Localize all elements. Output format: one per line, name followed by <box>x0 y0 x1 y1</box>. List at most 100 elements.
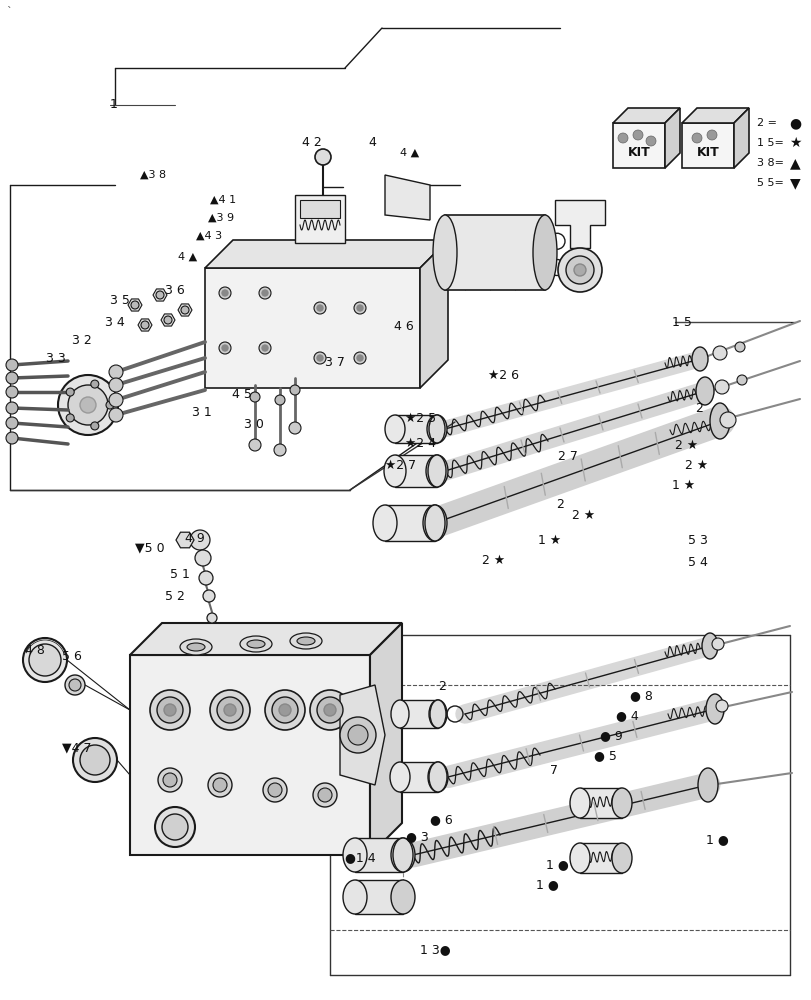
Ellipse shape <box>342 838 367 872</box>
Text: 4 ▲: 4 ▲ <box>178 252 197 262</box>
Text: 3 4: 3 4 <box>105 316 125 328</box>
Ellipse shape <box>432 215 457 290</box>
Text: 2 ★: 2 ★ <box>674 438 697 452</box>
Polygon shape <box>733 108 748 168</box>
Bar <box>579 843 621 873</box>
Text: 1 3●: 1 3● <box>419 944 450 956</box>
Circle shape <box>212 778 227 792</box>
Polygon shape <box>384 175 430 220</box>
Ellipse shape <box>240 636 272 652</box>
Circle shape <box>263 778 286 802</box>
Circle shape <box>264 690 305 730</box>
Circle shape <box>715 700 727 712</box>
Ellipse shape <box>426 455 448 487</box>
Ellipse shape <box>423 505 446 541</box>
Circle shape <box>73 738 117 782</box>
Ellipse shape <box>427 455 445 487</box>
Ellipse shape <box>384 415 405 443</box>
Text: 3 7: 3 7 <box>324 356 345 368</box>
Circle shape <box>340 717 375 753</box>
Circle shape <box>711 638 723 650</box>
Circle shape <box>312 783 337 807</box>
Ellipse shape <box>705 694 723 724</box>
Ellipse shape <box>384 455 406 487</box>
Text: 5 5=: 5 5= <box>756 178 783 188</box>
Circle shape <box>250 392 260 402</box>
Text: 1: 1 <box>109 99 118 111</box>
Circle shape <box>573 264 586 276</box>
Text: ▲4 3: ▲4 3 <box>195 231 222 241</box>
Text: 3 1: 3 1 <box>191 406 212 418</box>
Text: 4 ▲: 4 ▲ <box>400 148 418 158</box>
Circle shape <box>91 422 99 430</box>
Circle shape <box>131 301 139 309</box>
Bar <box>299 200 340 218</box>
Text: 2 ★: 2 ★ <box>571 508 594 522</box>
Polygon shape <box>370 623 401 855</box>
Text: 2 ★: 2 ★ <box>684 458 707 472</box>
Ellipse shape <box>180 639 212 655</box>
Circle shape <box>275 395 285 405</box>
Bar <box>384 505 435 541</box>
Circle shape <box>262 345 268 351</box>
Text: 2 7: 2 7 <box>557 450 577 462</box>
Ellipse shape <box>702 633 717 659</box>
Circle shape <box>203 590 215 602</box>
Text: ★2 5: ★2 5 <box>405 412 436 424</box>
Text: ▲3 9: ▲3 9 <box>208 213 234 223</box>
Ellipse shape <box>428 415 444 443</box>
Text: ★2 6: ★2 6 <box>487 368 518 381</box>
Ellipse shape <box>372 505 397 541</box>
Text: ▲3 8: ▲3 8 <box>139 170 166 180</box>
Text: 1 ★: 1 ★ <box>672 479 694 491</box>
Ellipse shape <box>611 788 631 818</box>
Circle shape <box>190 530 210 550</box>
Bar <box>400 700 437 728</box>
Circle shape <box>273 444 285 456</box>
Text: 3 8=: 3 8= <box>756 158 783 168</box>
Circle shape <box>706 130 716 140</box>
Text: 5 3: 5 3 <box>687 534 707 546</box>
Ellipse shape <box>389 762 410 792</box>
Text: 3 2: 3 2 <box>72 334 92 347</box>
Circle shape <box>219 287 230 299</box>
Polygon shape <box>340 685 384 785</box>
Text: 4 5: 4 5 <box>232 387 251 400</box>
Polygon shape <box>152 289 167 301</box>
Circle shape <box>109 408 122 422</box>
Circle shape <box>141 321 148 329</box>
Ellipse shape <box>427 415 446 443</box>
Circle shape <box>207 613 217 623</box>
Circle shape <box>310 690 350 730</box>
Circle shape <box>714 380 728 394</box>
Circle shape <box>6 372 18 384</box>
Text: `: ` <box>6 7 11 17</box>
Bar <box>400 762 437 792</box>
Circle shape <box>219 342 230 354</box>
Text: ★: ★ <box>787 136 800 150</box>
Circle shape <box>163 773 177 787</box>
Circle shape <box>6 359 18 371</box>
Circle shape <box>712 346 726 360</box>
Ellipse shape <box>187 643 204 651</box>
Text: 3 0: 3 0 <box>243 418 264 430</box>
Circle shape <box>617 133 627 143</box>
Polygon shape <box>419 240 448 388</box>
Text: KIT: KIT <box>696 146 719 159</box>
Circle shape <box>268 783 281 797</box>
Circle shape <box>158 768 182 792</box>
Ellipse shape <box>430 700 445 728</box>
Circle shape <box>736 375 746 385</box>
Ellipse shape <box>427 762 448 792</box>
Polygon shape <box>681 108 748 123</box>
Ellipse shape <box>247 640 264 648</box>
Polygon shape <box>664 108 679 168</box>
Ellipse shape <box>428 762 446 792</box>
Polygon shape <box>161 314 175 326</box>
Bar <box>394 455 436 487</box>
Text: 5 1: 5 1 <box>169 568 190 580</box>
Text: ● 9: ● 9 <box>599 730 622 742</box>
Ellipse shape <box>611 843 631 873</box>
Circle shape <box>6 386 18 398</box>
Circle shape <box>210 690 250 730</box>
